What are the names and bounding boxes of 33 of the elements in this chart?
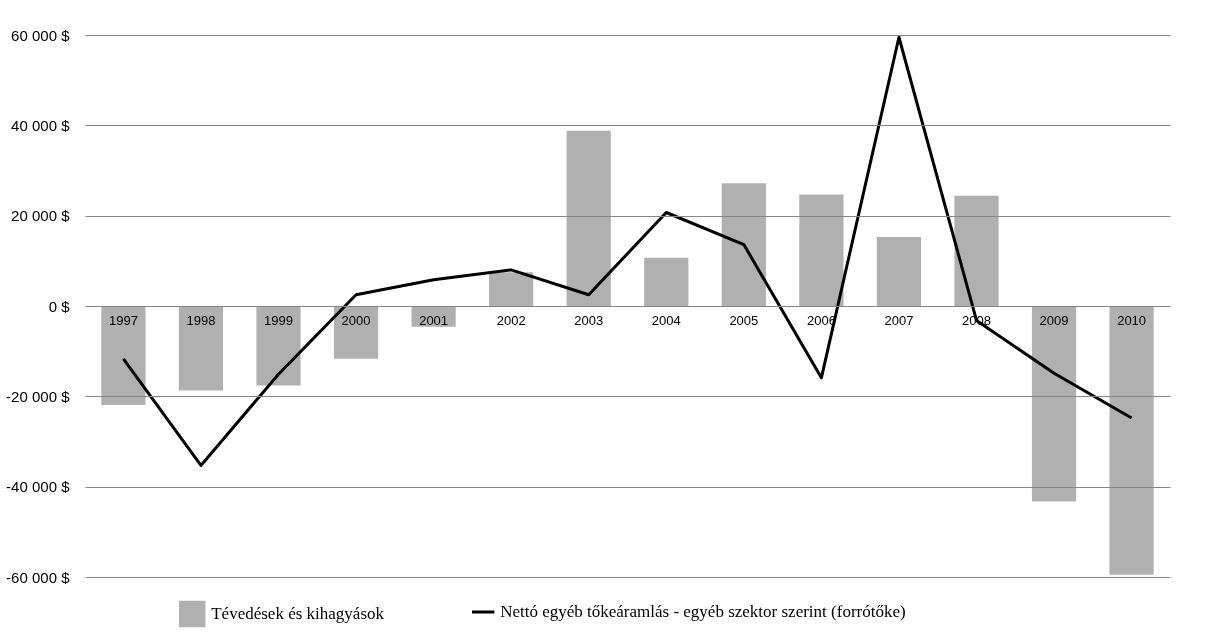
bar (489, 272, 534, 306)
bar (954, 195, 999, 306)
x-tick-label: 2001 (419, 312, 449, 328)
bar (256, 306, 301, 386)
x-tick-label: 2010 (1117, 312, 1147, 328)
y-tick-label: -40 000 $ (6, 478, 71, 496)
y-tick-label: 20 000 $ (11, 207, 71, 225)
y-tick-label: -20 000 $ (6, 387, 71, 405)
y-tick-label: 40 000 $ (11, 116, 71, 134)
x-tick-label: 1997 (108, 312, 138, 328)
bar (799, 194, 844, 306)
bar (876, 236, 922, 306)
x-tick-label: 2002 (496, 312, 526, 328)
bar (178, 306, 224, 391)
y-tick-label: 60 000 $ (11, 26, 71, 44)
bar (1031, 306, 1077, 502)
x-tick-label: 2003 (574, 312, 604, 328)
x-tick-label: 2000 (341, 312, 371, 328)
bar (721, 183, 766, 306)
x-tick-label: 2009 (1039, 312, 1069, 328)
legend-label: Tévedések és kihagyások (211, 604, 385, 623)
y-tick-label: -60 000 $ (6, 568, 71, 586)
x-tick-label: 2005 (729, 312, 759, 328)
bar (566, 130, 611, 306)
legend-label: Nettó egyéb tőkeáramlás - egyéb szektor szerint (forrótőke) (500, 602, 906, 621)
x-tick-label: 2004 (651, 312, 681, 328)
bar (101, 306, 146, 405)
bar (644, 257, 689, 306)
y-tick-label: 0 $ (48, 297, 71, 315)
x-tick-label: 2007 (884, 312, 914, 328)
bar (1109, 306, 1154, 575)
x-tick-label: 1998 (186, 312, 216, 328)
x-tick-label: 1999 (264, 312, 293, 328)
